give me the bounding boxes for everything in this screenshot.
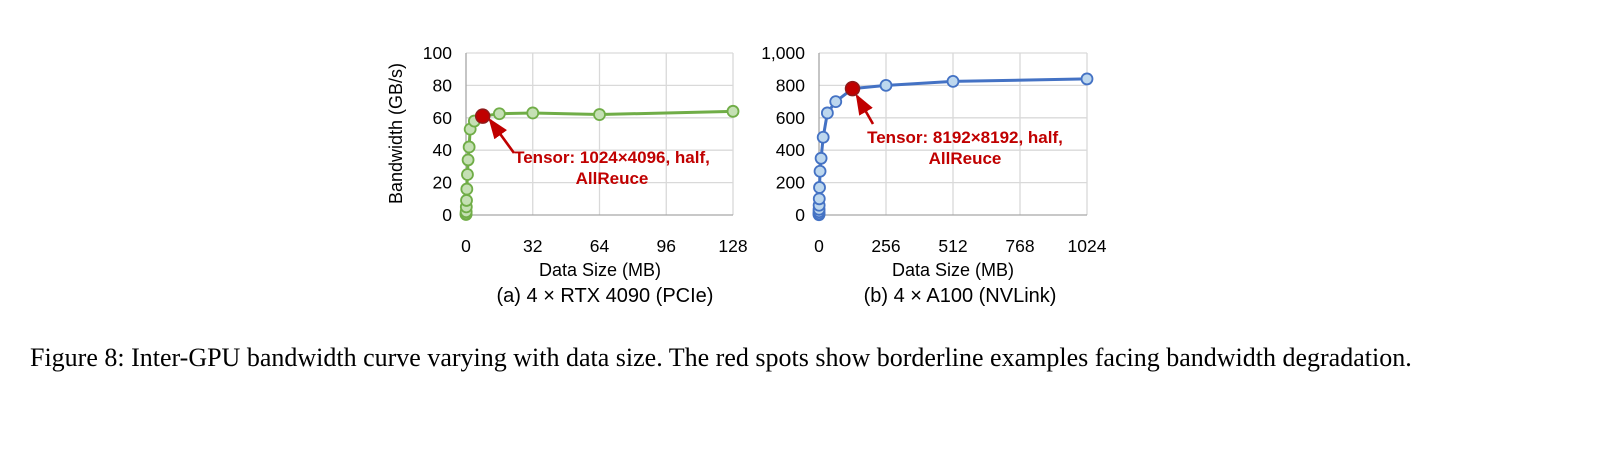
y-tick-label: 200 bbox=[776, 173, 805, 193]
highlight-point-marker bbox=[844, 80, 861, 97]
data-point-marker bbox=[946, 74, 960, 88]
highlight-point-marker bbox=[474, 108, 491, 124]
data-point-marker bbox=[460, 182, 474, 196]
data-point-marker bbox=[526, 106, 540, 120]
chart-a-annotation-line2: AllReuce bbox=[575, 169, 649, 188]
chart-b-annotation-line1: Tensor: 8192×8192, half, bbox=[867, 128, 1063, 147]
chart-a-plot: 0 20 40 60 80 100 0 32 64 96 128 bbox=[423, 43, 748, 256]
chart-a-caption: (a) 4 × RTX 4090 (PCIe) bbox=[496, 285, 714, 307]
data-point-marker bbox=[593, 108, 606, 121]
chart-b-x-axis-title: Data Size (MB) bbox=[891, 260, 1015, 280]
charts-canvas: 0 20 40 60 80 100 0 32 64 96 128 0 200 400 600 800 1,000… bbox=[423, 43, 1107, 256]
data-point-marker bbox=[813, 164, 827, 178]
x-tick-label: 0 bbox=[814, 236, 824, 256]
chart-b-annotation: Tensor: 8192×8192, half, AllReuce bbox=[850, 127, 1080, 169]
annotation-arrow bbox=[855, 93, 875, 125]
data-point-marker bbox=[492, 107, 506, 121]
data-point-marker bbox=[462, 140, 476, 154]
data-point-marker bbox=[812, 192, 826, 206]
y-tick-label: 800 bbox=[776, 75, 805, 95]
x-tick-label: 128 bbox=[718, 236, 747, 256]
y-tick-label: 400 bbox=[776, 140, 805, 160]
y-tick-label: 600 bbox=[776, 108, 805, 128]
x-tick-label: 32 bbox=[523, 236, 542, 256]
data-point-marker bbox=[461, 168, 474, 181]
y-tick-label: 20 bbox=[433, 173, 453, 193]
chart-a-y-axis-title: Bandwidth (GB/s) bbox=[386, 62, 406, 205]
data-point-marker bbox=[814, 151, 828, 165]
y-tick-label: 60 bbox=[433, 108, 453, 128]
x-tick-label: 64 bbox=[590, 236, 610, 256]
y-tick-label: 0 bbox=[795, 205, 805, 225]
y-tick-label: 1,000 bbox=[761, 43, 805, 63]
y-tick-label: 40 bbox=[433, 140, 453, 160]
chart-a-x-axis-title: Data Size (MB) bbox=[538, 260, 662, 280]
annotation-arrow bbox=[488, 117, 516, 154]
data-point-marker bbox=[816, 130, 830, 144]
data-point-marker bbox=[460, 194, 473, 207]
y-tick-label: 0 bbox=[442, 205, 452, 225]
chart-b-plot: 0 200 400 600 800 1,000 0 256 512 768 1024 bbox=[761, 43, 1107, 256]
data-point-marker bbox=[461, 153, 475, 167]
chart-b-caption: (b) 4 × A100 (NVLink) bbox=[863, 285, 1057, 307]
chart-a-annotation: Tensor: 1024×4096, half, AllReuce bbox=[497, 147, 727, 189]
data-point-marker bbox=[829, 95, 843, 108]
x-tick-label: 0 bbox=[461, 236, 471, 256]
y-tick-label: 100 bbox=[423, 43, 452, 63]
data-point-marker bbox=[726, 104, 740, 118]
data-point-marker bbox=[813, 181, 826, 194]
x-tick-label: 768 bbox=[1005, 236, 1034, 256]
x-tick-label: 96 bbox=[657, 236, 676, 256]
y-tick-label: 80 bbox=[433, 75, 453, 95]
chart-b-annotation-line2: AllReuce bbox=[928, 149, 1002, 168]
x-tick-label: 256 bbox=[871, 236, 900, 256]
x-tick-label: 1024 bbox=[1068, 236, 1107, 256]
data-point-marker bbox=[820, 106, 834, 120]
chart-a-annotation-line1: Tensor: 1024×4096, half, bbox=[514, 148, 710, 167]
x-tick-label: 512 bbox=[938, 236, 967, 256]
data-point-marker bbox=[1080, 72, 1094, 86]
figure-caption: Figure 8: Inter-GPU bandwidth curve vary… bbox=[30, 343, 1412, 372]
data-point-marker bbox=[879, 79, 893, 92]
